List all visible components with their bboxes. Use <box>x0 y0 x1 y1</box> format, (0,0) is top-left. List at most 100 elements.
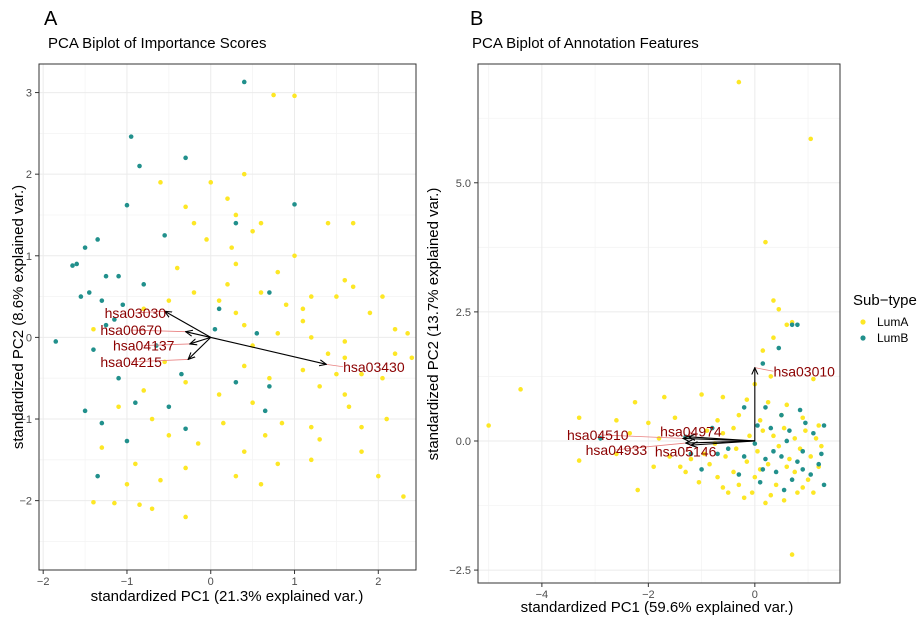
point-luma <box>747 433 752 439</box>
point-lumb <box>803 420 808 426</box>
point-luma <box>765 399 771 405</box>
point-luma <box>133 461 138 467</box>
point-luma <box>317 384 322 389</box>
point-luma <box>376 473 381 479</box>
point-lumb <box>267 384 272 389</box>
feature-label-hsa03430: hsa03430 <box>343 359 405 375</box>
point-luma <box>683 469 688 475</box>
point-lumb <box>82 245 88 250</box>
point-luma <box>137 502 142 508</box>
point-luma <box>149 506 155 512</box>
point-lumb <box>816 461 822 467</box>
point-lumb <box>262 408 268 414</box>
point-lumb <box>103 322 109 328</box>
point-luma <box>627 430 633 436</box>
point-luma <box>359 449 364 454</box>
x-tick-label: 1 <box>291 576 297 588</box>
point-luma <box>158 477 163 483</box>
point-lumb <box>752 441 758 446</box>
y-tick-label: 2.5 <box>456 307 471 319</box>
point-lumb <box>128 134 134 139</box>
y-tick-label: 3 <box>26 88 32 100</box>
point-luma <box>241 363 247 369</box>
point-luma <box>141 306 147 312</box>
point-luma <box>275 461 281 467</box>
point-luma <box>216 392 222 397</box>
point-luma <box>749 490 755 495</box>
y-tick-label: −2 <box>19 496 32 508</box>
point-lumb <box>821 482 827 488</box>
point-luma <box>715 474 720 480</box>
panel-b-border <box>477 63 841 584</box>
point-lumb <box>120 302 126 308</box>
point-luma <box>773 482 779 488</box>
point-luma <box>158 180 163 185</box>
point-lumb <box>216 306 222 312</box>
point-luma <box>518 387 523 392</box>
point-lumb <box>124 438 130 444</box>
point-lumb <box>133 400 138 405</box>
x-tick-label: 0 <box>752 589 758 601</box>
point-luma <box>781 498 787 503</box>
point-luma <box>755 449 760 454</box>
point-lumb <box>811 430 816 436</box>
loading-arrow-hsa03030 <box>165 311 212 338</box>
feature-label-hsa04215: hsa04215 <box>100 354 162 370</box>
point-lumb <box>137 163 142 169</box>
x-tick-label: −2 <box>37 576 50 588</box>
point-luma <box>308 424 314 430</box>
point-lumb <box>183 426 188 432</box>
point-luma <box>325 351 331 357</box>
feature-label-hsa00670: hsa00670 <box>100 322 162 338</box>
point-luma <box>300 367 306 373</box>
point-lumb <box>795 322 800 328</box>
point-lumb <box>773 469 779 475</box>
feature-label-hsa04933: hsa04933 <box>586 442 648 458</box>
point-luma <box>760 348 766 353</box>
point-luma <box>808 454 814 459</box>
label-leader-hsa04933 <box>616 442 686 451</box>
point-luma <box>744 459 750 464</box>
point-luma <box>688 456 694 462</box>
point-luma <box>350 220 356 226</box>
point-lumb <box>789 477 795 483</box>
panel-b: B PCA Biplot of Annotation Features hsa0… <box>425 8 841 616</box>
panel-b-y-axis-title: standardized PC2 (13.7% explained var.) <box>425 188 442 461</box>
label-leader-hsa03430 <box>326 363 344 368</box>
point-luma <box>308 457 314 463</box>
point-luma <box>233 310 239 316</box>
loading-arrow-hsa05146 <box>691 440 755 445</box>
point-lumb <box>779 412 784 418</box>
point-luma <box>350 284 356 290</box>
point-luma <box>166 298 172 303</box>
y-tick-label: 0 <box>26 332 32 344</box>
point-luma <box>787 456 792 462</box>
point-luma <box>725 490 731 495</box>
point-luma <box>795 490 800 495</box>
point-luma <box>771 335 776 341</box>
point-luma <box>651 464 656 470</box>
point-luma <box>262 433 268 438</box>
point-luma <box>241 171 247 177</box>
feature-label-hsa04974: hsa04974 <box>660 424 722 440</box>
point-luma <box>241 322 247 328</box>
point-luma <box>771 298 776 303</box>
legend-swatch-lumb <box>860 335 866 341</box>
point-lumb <box>254 331 260 336</box>
point-luma <box>149 416 155 422</box>
point-luma <box>325 220 331 226</box>
x-tick-label: 2 <box>375 576 381 588</box>
point-luma <box>116 404 121 410</box>
point-luma <box>308 294 314 299</box>
point-luma <box>765 461 771 467</box>
point-luma <box>576 458 582 463</box>
point-luma <box>699 392 704 397</box>
point-lumb <box>53 339 59 344</box>
point-luma <box>723 454 728 459</box>
point-luma <box>614 418 619 423</box>
point-luma <box>99 445 105 450</box>
point-lumb <box>800 449 806 454</box>
point-lumb <box>699 467 704 472</box>
point-luma <box>784 322 790 328</box>
